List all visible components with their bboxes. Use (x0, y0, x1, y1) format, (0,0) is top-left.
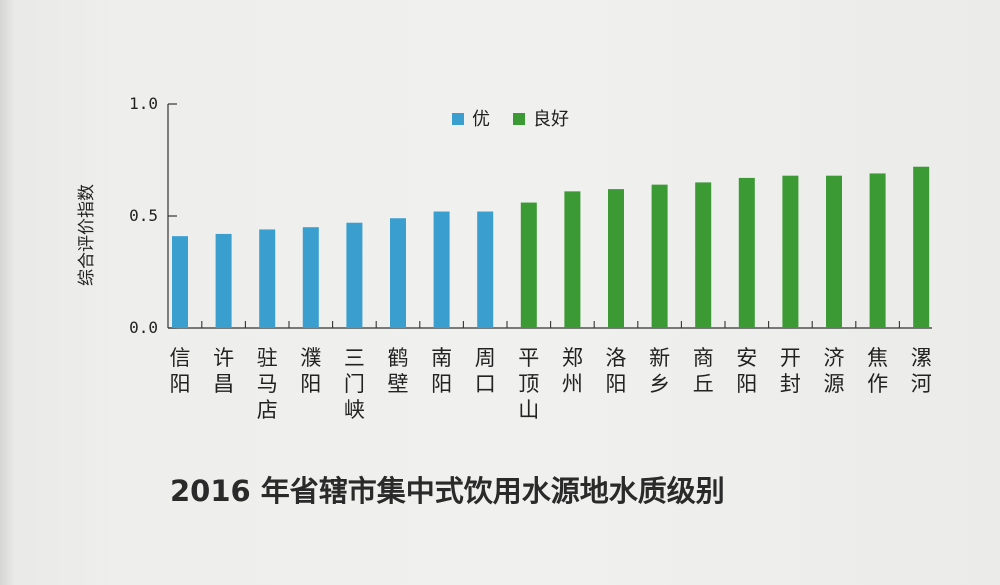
x-tick-label-char: 漯 (911, 346, 932, 370)
x-tick-label-char: 洛 (606, 346, 627, 370)
x-tick-label-char: 州 (562, 372, 583, 396)
x-tick-label-char: 丘 (693, 372, 714, 396)
y-tick-label: 0.5 (129, 206, 158, 225)
x-tick-label-char: 商 (693, 346, 714, 370)
bar-2 (215, 233, 232, 328)
x-tick-label-char: 门 (344, 372, 365, 396)
x-tick-label-char: 马 (257, 372, 278, 396)
x-tick-label: 驻马店 (257, 346, 278, 422)
x-tick-label: 安阳 (736, 346, 757, 396)
x-tick-label-char: 顶 (518, 372, 539, 396)
x-tick-label-char: 济 (824, 346, 845, 370)
x-tick-label-char: 乡 (649, 372, 670, 396)
bar-15 (782, 175, 799, 328)
x-tick-label: 许昌 (213, 346, 234, 396)
x-tick-label: 漯河 (911, 346, 932, 396)
x-tick-label-char: 河 (911, 372, 932, 396)
page-edge (0, 0, 14, 585)
bar-7 (433, 211, 450, 328)
x-tick-label: 周口 (475, 346, 496, 396)
x-tick-label: 濮阳 (300, 346, 321, 396)
bar-14 (738, 177, 755, 328)
legend-swatch (452, 113, 464, 125)
chart-title: 2016 年省辖市集中式饮用水源地水质级别 (170, 474, 725, 508)
x-tick-label-char: 焦 (867, 346, 888, 370)
bar-17 (869, 173, 886, 328)
bar-6 (390, 218, 406, 328)
bar-10 (564, 191, 581, 328)
x-tick-label-char: 阳 (170, 372, 191, 396)
x-tick-label-char: 郑 (562, 346, 583, 370)
y-tick-label: 1.0 (129, 94, 158, 113)
x-tick-label: 南阳 (431, 346, 452, 396)
x-tick-label: 信阳 (170, 346, 191, 396)
x-tick-label-char: 驻 (257, 346, 278, 370)
x-tick-label: 开封 (780, 346, 801, 396)
x-tick-label-char: 店 (257, 398, 278, 422)
bar-3 (259, 229, 276, 328)
x-tick-label-char: 昌 (213, 372, 234, 396)
legend-label: 优 (472, 109, 490, 130)
x-tick-label-char: 濮 (300, 346, 321, 370)
bar-5 (346, 222, 363, 328)
x-tick-label-char: 开 (780, 346, 801, 370)
x-tick-label-char: 阳 (606, 372, 627, 396)
bar-11 (608, 189, 624, 328)
x-tick-label: 洛阳 (606, 346, 627, 396)
x-tick-label-char: 阳 (300, 372, 321, 396)
bar-9 (520, 202, 537, 328)
x-tick-label: 三门峡 (344, 346, 365, 422)
x-tick-label-char: 三 (344, 346, 365, 370)
x-tick-label-char: 平 (518, 346, 539, 370)
x-tick-label-char: 阳 (431, 372, 452, 396)
x-tick-label-char: 信 (170, 346, 191, 370)
x-tick-label-char: 作 (867, 372, 888, 396)
chart-bars (172, 166, 930, 328)
x-tick-label-char: 许 (213, 346, 234, 370)
x-tick-label-char: 口 (475, 372, 496, 396)
x-tick-label: 鹤壁 (388, 346, 409, 396)
x-tick-label: 焦作 (867, 346, 888, 396)
x-tick-label-char: 周 (475, 346, 496, 370)
x-tick-label-char: 阳 (736, 372, 757, 396)
bar-4 (302, 227, 319, 328)
bar-13 (695, 182, 712, 328)
x-tick-label-char: 封 (780, 372, 801, 396)
x-tick-label-char: 鹤 (388, 346, 409, 370)
bar-18 (913, 166, 930, 328)
bar-16 (826, 175, 842, 328)
legend-swatch (513, 113, 525, 125)
y-tick-label: 0.0 (129, 318, 158, 337)
x-tick-label-char: 山 (518, 398, 539, 422)
bar-12 (651, 184, 668, 328)
x-tick-label: 济源 (824, 346, 845, 396)
bar-8 (477, 211, 494, 328)
x-tick-label-char: 南 (431, 346, 452, 370)
x-tick-label: 新乡 (649, 346, 670, 396)
x-tick-label-char: 峡 (344, 398, 365, 422)
y-tick-labels: 0.0 0.5 1.0 (129, 94, 158, 337)
chart-axes (167, 103, 932, 329)
x-tick-label-char: 安 (736, 346, 757, 370)
bar-1 (172, 236, 188, 328)
x-tick-label-char: 源 (824, 372, 845, 396)
x-tick-label-char: 新 (649, 346, 670, 370)
x-tick-label: 郑州 (562, 346, 583, 396)
legend-label: 良好 (533, 109, 569, 130)
y-axis-label: 综合评价指数 (77, 184, 97, 286)
x-tick-label: 平顶山 (518, 346, 539, 422)
chart-legend: 优 良好 (452, 109, 569, 130)
x-tick-label-char: 壁 (388, 372, 409, 396)
x-tick-label: 商丘 (693, 346, 714, 396)
